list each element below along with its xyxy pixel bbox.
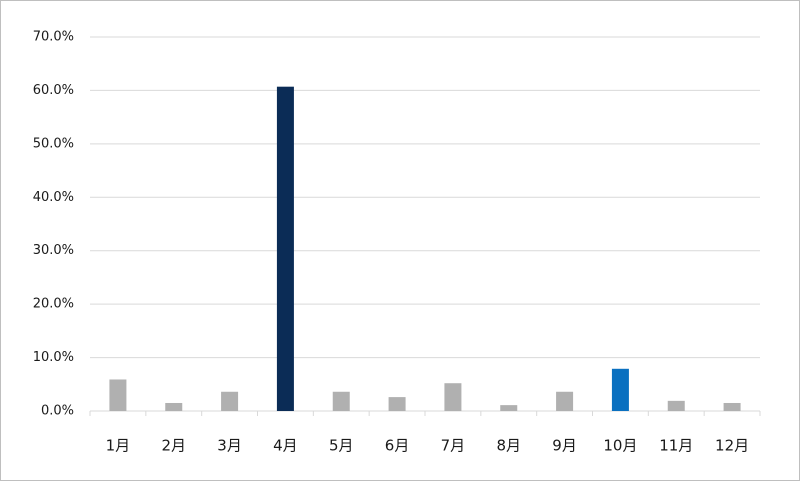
x-tick-label: 1月: [106, 437, 131, 455]
x-tick-label: 11月: [659, 437, 693, 455]
bar: [500, 405, 518, 411]
y-tick-label: 10.0%: [33, 350, 74, 365]
y-tick-label: 30.0%: [33, 243, 74, 258]
y-tick-label: 50.0%: [33, 136, 74, 151]
y-tick-label: 70.0%: [33, 30, 74, 45]
bar: [444, 383, 462, 411]
y-tick-label: 40.0%: [33, 190, 74, 205]
y-tick-label: 0.0%: [41, 404, 74, 419]
x-tick-label: 9月: [552, 437, 577, 455]
bar: [165, 402, 183, 411]
bar: [556, 391, 574, 411]
y-tick-label: 20.0%: [33, 297, 74, 312]
bar: [388, 397, 406, 411]
x-tick-label: 3月: [217, 437, 242, 455]
bar: [611, 368, 629, 411]
x-tick-label: 5月: [329, 437, 354, 455]
y-tick-label: 60.0%: [33, 83, 74, 98]
bar: [276, 86, 294, 411]
bar: [667, 400, 685, 411]
bar: [723, 402, 741, 411]
x-tick-label: 4月: [273, 437, 298, 455]
bar: [332, 391, 350, 411]
x-tick-label: 2月: [161, 437, 186, 455]
bar: [109, 379, 127, 411]
x-tick-label: 12月: [715, 437, 749, 455]
x-tick-label: 6月: [385, 437, 410, 455]
bar: [221, 391, 239, 411]
x-tick-label: 10月: [603, 437, 637, 455]
x-tick-label: 8月: [496, 437, 521, 455]
x-tick-label: 7月: [441, 437, 466, 455]
